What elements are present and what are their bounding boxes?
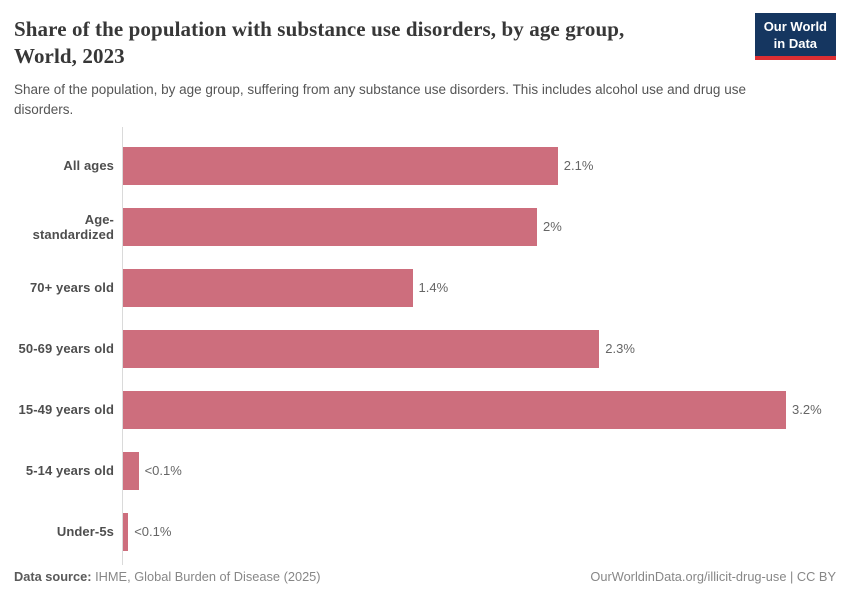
category-label: All ages — [63, 158, 114, 174]
bar[interactable] — [122, 146, 558, 185]
attribution-separator: | — [786, 569, 797, 584]
bar-track: 2% — [122, 207, 836, 246]
bar-value-label: 1.4% — [418, 280, 449, 296]
data-source-label: Data source: — [14, 569, 92, 584]
bar-chart: All ages 2.1% Age-standardized 2% 70+ ye… — [14, 127, 836, 566]
category-label: Under-5s — [56, 524, 114, 540]
bar-value-label: <0.1% — [144, 463, 182, 479]
chart-subtitle: Share of the population, by age group, s… — [14, 81, 746, 117]
license-label: CC BY — [796, 569, 836, 584]
bar-value-label: 3.2% — [792, 402, 822, 418]
chart-url-link[interactable]: OurWorldinData.org/illicit-drug-use — [590, 569, 787, 584]
bar-row: All ages 2.1% — [14, 135, 836, 196]
bar-track: 2.1% — [122, 146, 836, 185]
chart-rows: All ages 2.1% Age-standardized 2% 70+ ye… — [14, 135, 836, 562]
bar[interactable] — [122, 268, 413, 307]
y-axis-line — [122, 127, 123, 566]
category-label: 5-14 years old — [25, 463, 114, 479]
bar[interactable] — [122, 207, 537, 246]
bar[interactable] — [122, 512, 129, 551]
title-block: Share of the population with substance u… — [14, 16, 755, 120]
chart-header: Share of the population with substance u… — [14, 13, 836, 120]
bar-value-label: <0.1% — [134, 524, 172, 540]
chart-title: Share of the population with substance u… — [14, 16, 755, 71]
bar[interactable] — [122, 390, 787, 429]
bar-row: 70+ years old 1.4% — [14, 257, 836, 318]
chart-footer: Data source: IHME, Global Burden of Dise… — [14, 569, 836, 584]
category-label: 50-69 years old — [18, 341, 114, 357]
attribution: OurWorldinData.org/illicit-drug-use | CC… — [590, 569, 836, 584]
chart-title-line2: World, 2023 — [14, 44, 125, 69]
bar-row: 5-14 years old <0.1% — [14, 440, 836, 501]
category-label: 70+ years old — [29, 280, 114, 296]
bar-row: Age-standardized 2% — [14, 196, 836, 257]
owid-logo-line2: in Data — [773, 35, 818, 51]
bar-track: 2.3% — [122, 329, 836, 368]
bar[interactable] — [122, 329, 600, 368]
category-label: Age-standardized — [32, 211, 114, 242]
data-source: Data source: IHME, Global Burden of Dise… — [14, 569, 321, 584]
bar-value-label: 2% — [543, 219, 562, 235]
bar-track: 1.4% — [122, 268, 836, 307]
chart-title-line1: Share of the population with substance u… — [14, 17, 625, 41]
data-source-value: IHME, Global Burden of Disease (2025) — [91, 569, 321, 584]
bar-row: 50-69 years old 2.3% — [14, 318, 836, 379]
category-label: 15-49 years old — [18, 402, 114, 418]
owid-logo-line1: Our World — [763, 19, 827, 34]
bar-track: <0.1% — [122, 451, 836, 490]
bar-track: <0.1% — [122, 512, 836, 551]
owid-logo[interactable]: Our World in Data — [754, 13, 836, 61]
bar-value-label: 2.1% — [563, 158, 594, 174]
bar[interactable] — [122, 451, 139, 490]
bar-value-label: 2.3% — [605, 341, 635, 357]
bar-row: 15-49 years old 3.2% — [14, 379, 836, 440]
bar-track: 3.2% — [122, 390, 836, 429]
bar-row: Under-5s <0.1% — [14, 501, 836, 562]
